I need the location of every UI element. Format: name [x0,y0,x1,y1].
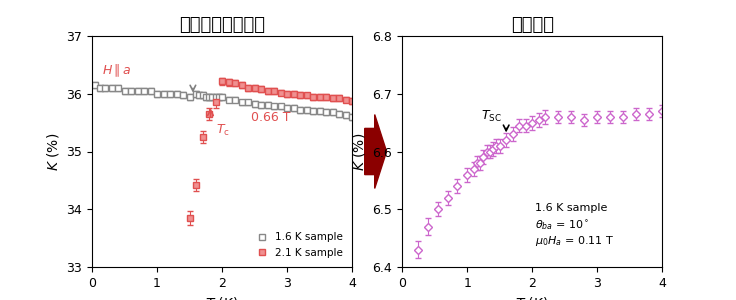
Legend: 1.6 K sample, 2.1 K sample: 1.6 K sample, 2.1 K sample [247,228,347,262]
X-axis label: $T$ (K): $T$ (K) [205,295,239,300]
X-axis label: $T$ (K): $T$ (K) [515,295,549,300]
Text: $\mu_0 H_a$ = 0.11 T: $\mu_0 H_a$ = 0.11 T [536,235,615,248]
Text: 0.66 T: 0.66 T [252,112,291,124]
Text: $T_{\rm c}$: $T_{\rm c}$ [216,123,230,138]
Text: $T_{\rm SC}$: $T_{\rm SC}$ [481,109,502,124]
Title: へる！！: へる！！ [511,16,553,34]
Y-axis label: $K$ (%): $K$ (%) [45,132,61,171]
Title: へる？へらない？: へる？へらない？ [179,16,265,34]
Text: 1.6 K sample: 1.6 K sample [536,203,608,213]
Y-axis label: $K$ (%): $K$ (%) [351,132,367,171]
FancyArrow shape [365,115,386,188]
Text: $H \parallel a$: $H \parallel a$ [102,63,131,80]
Text: $\theta_{ba}$ = 10$^\circ$: $\theta_{ba}$ = 10$^\circ$ [536,218,590,232]
